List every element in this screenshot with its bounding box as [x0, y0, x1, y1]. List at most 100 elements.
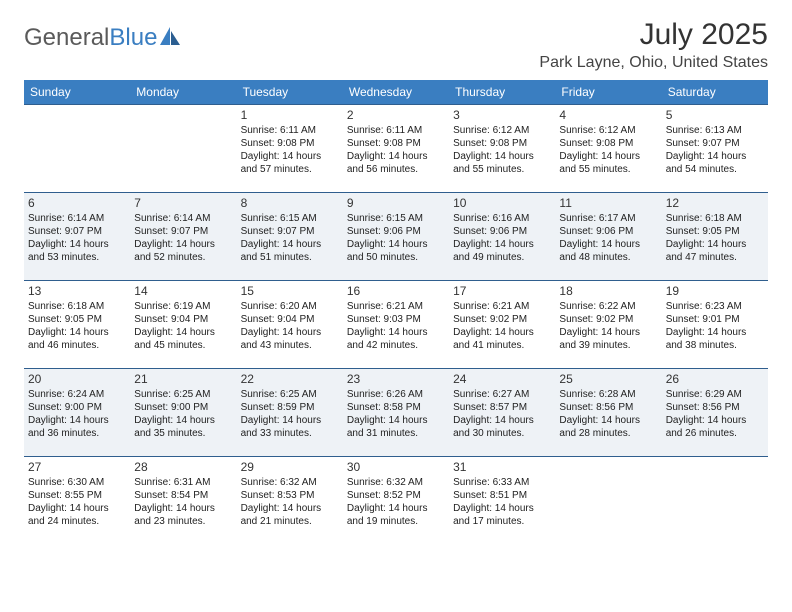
day-info: Sunrise: 6:33 AMSunset: 8:51 PMDaylight:… — [453, 476, 551, 528]
day-info: Sunrise: 6:32 AMSunset: 8:53 PMDaylight:… — [241, 476, 339, 528]
day-info: Sunrise: 6:19 AMSunset: 9:04 PMDaylight:… — [134, 300, 232, 352]
day-info: Sunrise: 6:27 AMSunset: 8:57 PMDaylight:… — [453, 388, 551, 440]
day-info: Sunrise: 6:25 AMSunset: 8:59 PMDaylight:… — [241, 388, 339, 440]
day-info: Sunrise: 6:13 AMSunset: 9:07 PMDaylight:… — [666, 124, 764, 176]
day-number: 4 — [559, 108, 657, 122]
day-number: 19 — [666, 284, 764, 298]
day-info: Sunrise: 6:15 AMSunset: 9:06 PMDaylight:… — [347, 212, 445, 264]
day-header: Sunday — [24, 80, 130, 105]
day-info: Sunrise: 6:18 AMSunset: 9:05 PMDaylight:… — [666, 212, 764, 264]
day-number: 24 — [453, 372, 551, 386]
day-number: 25 — [559, 372, 657, 386]
day-number: 7 — [134, 196, 232, 210]
calendar-week: 6Sunrise: 6:14 AMSunset: 9:07 PMDaylight… — [24, 193, 768, 281]
day-info: Sunrise: 6:21 AMSunset: 9:02 PMDaylight:… — [453, 300, 551, 352]
day-info: Sunrise: 6:25 AMSunset: 9:00 PMDaylight:… — [134, 388, 232, 440]
day-number: 23 — [347, 372, 445, 386]
day-number: 2 — [347, 108, 445, 122]
calendar-cell — [555, 457, 661, 545]
day-info: Sunrise: 6:17 AMSunset: 9:06 PMDaylight:… — [559, 212, 657, 264]
calendar-cell: 8Sunrise: 6:15 AMSunset: 9:07 PMDaylight… — [237, 193, 343, 281]
day-info: Sunrise: 6:28 AMSunset: 8:56 PMDaylight:… — [559, 388, 657, 440]
calendar-cell: 25 Sunrise: 6:28 AMSunset: 8:56 PMDayligh… — [555, 369, 661, 457]
day-header: Tuesday — [237, 80, 343, 105]
day-number: 14 — [134, 284, 232, 298]
day-number: 29 — [241, 460, 339, 474]
calendar-cell: 29 Sunrise: 6:32 AMSunset: 8:53 PMDayligh… — [237, 457, 343, 545]
day-number: 17 — [453, 284, 551, 298]
calendar-cell: 31 Sunrise: 6:33 AMSunset: 8:51 PMDayligh… — [449, 457, 555, 545]
day-number: 8 — [241, 196, 339, 210]
calendar-cell: 10Sunrise: 6:16 AMSunset: 9:06 PMDayligh… — [449, 193, 555, 281]
day-info: Sunrise: 6:12 AMSunset: 9:08 PMDaylight:… — [559, 124, 657, 176]
calendar-cell: 1 Sunrise: 6:11 AMSunset: 9:08 PMDaylight… — [237, 105, 343, 193]
calendar-cell: 5 Sunrise: 6:13 AMSunset: 9:07 PMDaylight… — [662, 105, 768, 193]
calendar-cell: 3 Sunrise: 6:12 AMSunset: 9:08 PMDaylight… — [449, 105, 555, 193]
day-number: 16 — [347, 284, 445, 298]
page-subtitle: Park Layne, Ohio, United States — [539, 54, 768, 72]
day-number: 31 — [453, 460, 551, 474]
day-number: 11 — [559, 196, 657, 210]
day-header: Monday — [130, 80, 236, 105]
calendar-cell — [130, 105, 236, 193]
day-info: Sunrise: 6:20 AMSunset: 9:04 PMDaylight:… — [241, 300, 339, 352]
day-info: Sunrise: 6:14 AMSunset: 9:07 PMDaylight:… — [134, 212, 232, 264]
calendar-cell: 21Sunrise: 6:25 AMSunset: 9:00 PMDayligh… — [130, 369, 236, 457]
day-info: Sunrise: 6:21 AMSunset: 9:03 PMDaylight:… — [347, 300, 445, 352]
calendar-cell — [24, 105, 130, 193]
day-info: Sunrise: 6:11 AMSunset: 9:08 PMDaylight:… — [241, 124, 339, 176]
calendar-cell: 23 Sunrise: 6:26 AMSunset: 8:58 PMDayligh… — [343, 369, 449, 457]
logo-sail-icon — [160, 24, 182, 52]
calendar-cell: 30 Sunrise: 6:32 AMSunset: 8:52 PMDayligh… — [343, 457, 449, 545]
calendar-cell: 15 Sunrise: 6:20 AMSunset: 9:04 PMDayligh… — [237, 281, 343, 369]
calendar-cell: 28 Sunrise: 6:31 AMSunset: 8:54 PMDayligh… — [130, 457, 236, 545]
day-info: Sunrise: 6:24 AMSunset: 9:00 PMDaylight:… — [28, 388, 126, 440]
day-info: Sunrise: 6:29 AMSunset: 8:56 PMDaylight:… — [666, 388, 764, 440]
day-header: Thursday — [449, 80, 555, 105]
calendar-cell: 14 Sunrise: 6:19 AMSunset: 9:04 PMDayligh… — [130, 281, 236, 369]
calendar-header-row: SundayMondayTuesdayWednesdayThursdayFrid… — [24, 80, 768, 105]
day-info: Sunrise: 6:12 AMSunset: 9:08 PMDaylight:… — [453, 124, 551, 176]
calendar-cell — [662, 457, 768, 545]
day-header: Friday — [555, 80, 661, 105]
calendar-cell: 11 Sunrise: 6:17 AMSunset: 9:06 PMDayligh… — [555, 193, 661, 281]
day-number: 28 — [134, 460, 232, 474]
day-number: 12 — [666, 196, 764, 210]
calendar-cell: 17 Sunrise: 6:21 AMSunset: 9:02 PMDayligh… — [449, 281, 555, 369]
day-info: Sunrise: 6:31 AMSunset: 8:54 PMDaylight:… — [134, 476, 232, 528]
calendar-page: GeneralBlue July 2025 Park Layne, Ohio, … — [0, 0, 792, 545]
day-number: 26 — [666, 372, 764, 386]
calendar-cell: 22 Sunrise: 6:25 AMSunset: 8:59 PMDayligh… — [237, 369, 343, 457]
title-block: July 2025 Park Layne, Ohio, United State… — [539, 18, 768, 72]
day-number: 1 — [241, 108, 339, 122]
day-info: Sunrise: 6:18 AMSunset: 9:05 PMDaylight:… — [28, 300, 126, 352]
calendar-cell: 27Sunrise: 6:30 AMSunset: 8:55 PMDayligh… — [24, 457, 130, 545]
day-number: 22 — [241, 372, 339, 386]
day-number: 15 — [241, 284, 339, 298]
calendar-cell: 26 Sunrise: 6:29 AMSunset: 8:56 PMDayligh… — [662, 369, 768, 457]
day-number: 9 — [347, 196, 445, 210]
logo-text-gray: General — [24, 24, 109, 52]
calendar-table: SundayMondayTuesdayWednesdayThursdayFrid… — [24, 80, 768, 545]
header: GeneralBlue July 2025 Park Layne, Ohio, … — [24, 18, 768, 72]
calendar-cell: 2Sunrise: 6:11 AMSunset: 9:08 PMDaylight… — [343, 105, 449, 193]
day-info: Sunrise: 6:26 AMSunset: 8:58 PMDaylight:… — [347, 388, 445, 440]
calendar-cell: 13 Sunrise: 6:18 AMSunset: 9:05 PMDayligh… — [24, 281, 130, 369]
day-info: Sunrise: 6:30 AMSunset: 8:55 PMDaylight:… — [28, 476, 126, 528]
day-number: 10 — [453, 196, 551, 210]
calendar-cell: 9 Sunrise: 6:15 AMSunset: 9:06 PMDaylight… — [343, 193, 449, 281]
day-info: Sunrise: 6:23 AMSunset: 9:01 PMDaylight:… — [666, 300, 764, 352]
calendar-cell: 4 Sunrise: 6:12 AMSunset: 9:08 PMDaylight… — [555, 105, 661, 193]
page-title: July 2025 — [539, 18, 768, 52]
day-info: Sunrise: 6:14 AMSunset: 9:07 PMDaylight:… — [28, 212, 126, 264]
day-number: 30 — [347, 460, 445, 474]
calendar-cell: 7 Sunrise: 6:14 AMSunset: 9:07 PMDaylight… — [130, 193, 236, 281]
calendar-cell: 18Sunrise: 6:22 AMSunset: 9:02 PMDayligh… — [555, 281, 661, 369]
day-number: 18 — [559, 284, 657, 298]
calendar-cell: 12 Sunrise: 6:18 AMSunset: 9:05 PMDayligh… — [662, 193, 768, 281]
day-info: Sunrise: 6:32 AMSunset: 8:52 PMDaylight:… — [347, 476, 445, 528]
day-number: 13 — [28, 284, 126, 298]
day-number: 5 — [666, 108, 764, 122]
day-number: 3 — [453, 108, 551, 122]
day-header: Saturday — [662, 80, 768, 105]
